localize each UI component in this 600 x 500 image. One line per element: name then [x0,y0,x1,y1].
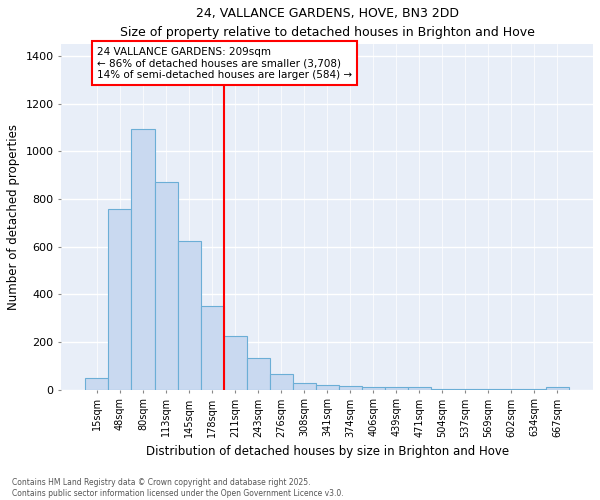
Bar [431,388,454,390]
Text: 24 VALLANCE GARDENS: 209sqm
← 86% of detached houses are smaller (3,708)
14% of : 24 VALLANCE GARDENS: 209sqm ← 86% of det… [97,46,352,80]
Bar [200,306,224,390]
Bar [178,241,200,390]
Y-axis label: Number of detached properties: Number of detached properties [7,124,20,310]
Title: 24, VALLANCE GARDENS, HOVE, BN3 2DD
Size of property relative to detached houses: 24, VALLANCE GARDENS, HOVE, BN3 2DD Size… [120,7,535,39]
Bar [454,388,477,390]
Bar [155,182,178,390]
Bar [269,374,293,390]
Bar [131,129,155,390]
Bar [500,388,523,390]
Text: Contains HM Land Registry data © Crown copyright and database right 2025.
Contai: Contains HM Land Registry data © Crown c… [12,478,344,498]
Bar [546,388,569,390]
Bar [338,386,362,390]
Bar [109,208,131,390]
X-axis label: Distribution of detached houses by size in Brighton and Hove: Distribution of detached houses by size … [146,445,509,458]
Bar [85,378,109,390]
Bar [224,336,247,390]
Bar [408,388,431,390]
Bar [523,388,546,390]
Bar [247,358,269,390]
Bar [316,385,338,390]
Bar [477,388,500,390]
Bar [293,382,316,390]
Bar [385,388,408,390]
Bar [362,388,385,390]
